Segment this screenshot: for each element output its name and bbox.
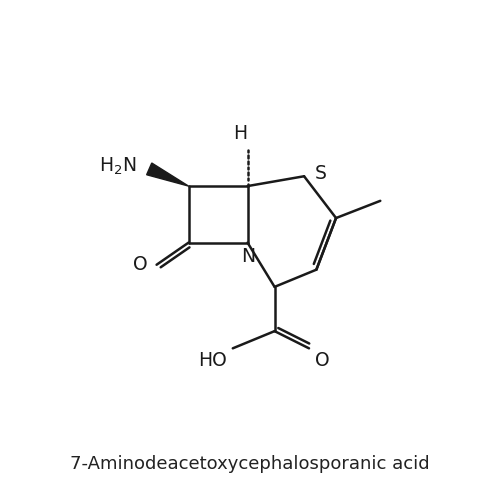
Polygon shape (146, 163, 188, 186)
Text: S: S (315, 164, 327, 184)
Text: O: O (315, 351, 330, 370)
Text: N: N (242, 246, 256, 266)
Text: HO: HO (198, 351, 227, 370)
Text: H: H (233, 124, 247, 143)
Text: 7-Aminodeacetoxycephalosporanic acid: 7-Aminodeacetoxycephalosporanic acid (70, 455, 430, 473)
Text: H$_2$N: H$_2$N (100, 156, 137, 177)
Text: O: O (133, 255, 148, 274)
